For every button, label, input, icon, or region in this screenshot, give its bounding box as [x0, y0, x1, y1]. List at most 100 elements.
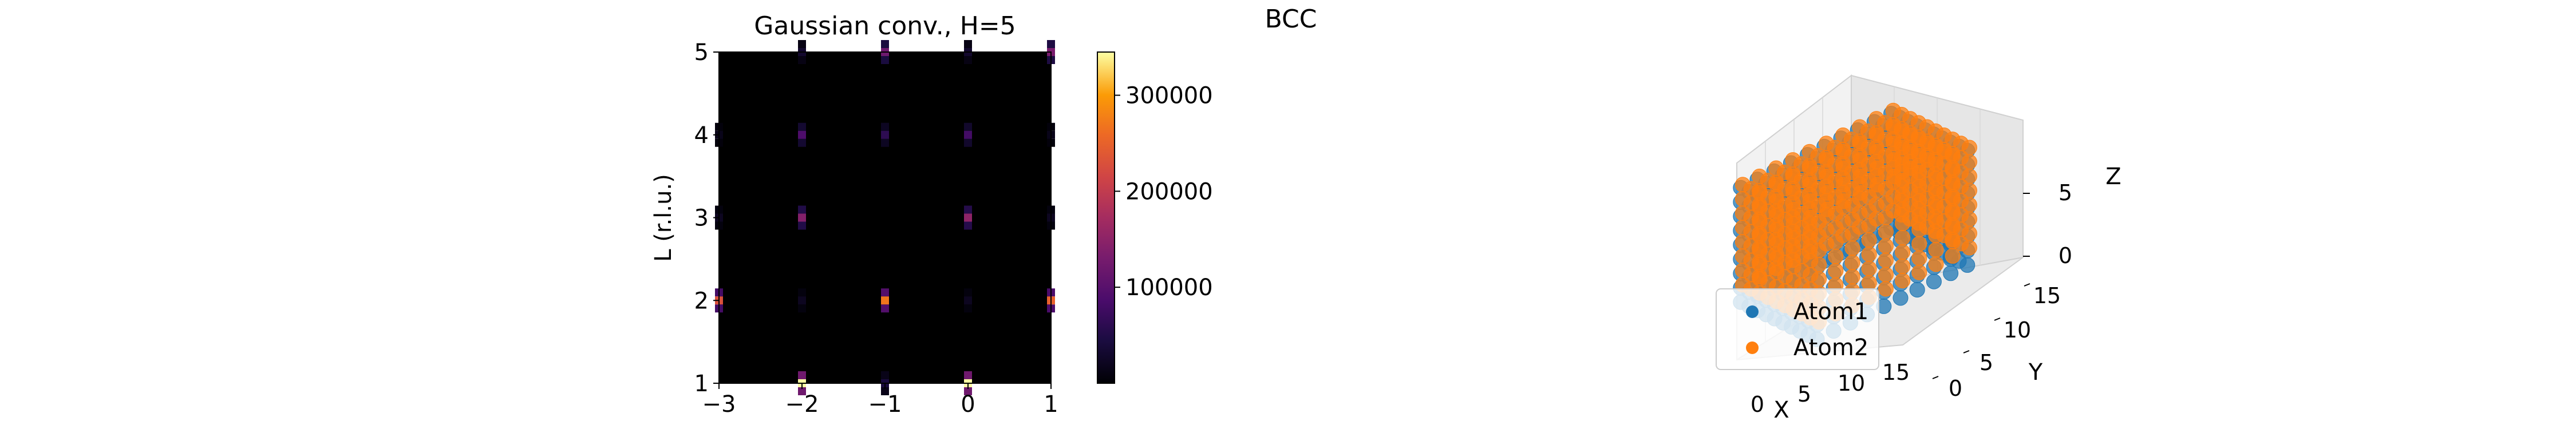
- atom-point: [1868, 140, 1884, 156]
- heatmap-peak-halo: [798, 371, 806, 379]
- atom-point: [1735, 248, 1751, 264]
- atom-point: [1844, 240, 1860, 256]
- atom-point: [1752, 182, 1768, 198]
- heatmap-x-tick-label: −3: [702, 391, 736, 418]
- atom-point: [1818, 221, 1834, 237]
- heatmap-peak-halo: [798, 304, 806, 313]
- atom-point: [1752, 197, 1768, 213]
- atom-point: [1735, 263, 1751, 279]
- atom-point: [1835, 170, 1851, 186]
- atom-point: [1801, 172, 1818, 188]
- atom-point: [1893, 290, 1909, 306]
- heatmap-plot-area: [719, 52, 1051, 383]
- atom-point: [1878, 281, 1894, 297]
- heatmap-peak-halo: [964, 371, 972, 379]
- heatmap-ylabel: L (r.l.u.): [650, 174, 677, 262]
- legend-label-atom2: Atom2: [1793, 335, 1868, 361]
- atom-point: [1835, 213, 1851, 229]
- atom-point: [1785, 209, 1801, 225]
- atom-point: [1768, 160, 1784, 176]
- atom-point: [1868, 182, 1884, 198]
- heatmap-peak-halo: [798, 221, 806, 230]
- atom-point: [1861, 232, 1877, 248]
- heatmap-peak: [798, 130, 806, 139]
- atom-point: [1852, 219, 1868, 235]
- atom-point: [1818, 193, 1834, 209]
- atom-point: [1785, 195, 1801, 211]
- atom-point: [1752, 240, 1768, 256]
- atom-point: [1928, 242, 1944, 258]
- heatmap-peak-halo: [881, 56, 889, 64]
- atom-point: [1844, 269, 1860, 285]
- atom-point: [1878, 224, 1894, 240]
- heatmap-y-tick-label: 5: [694, 39, 709, 66]
- heatmap-peak: [964, 213, 972, 222]
- atom-point: [1835, 227, 1851, 243]
- atom-point: [1861, 260, 1877, 276]
- atom-point: [1835, 184, 1851, 200]
- heatmap-peak-halo: [881, 138, 889, 147]
- atom-point: [1878, 252, 1894, 268]
- atom-point: [1785, 238, 1801, 254]
- heatmap-y-tick-label: 2: [694, 288, 709, 314]
- atom-point: [1885, 202, 1901, 219]
- y-axis-tick-mark: [1994, 317, 2001, 321]
- atom-point: [1943, 265, 1959, 281]
- atom-point: [1828, 248, 1844, 264]
- atom-point: [1911, 264, 1927, 280]
- atom-point: [1835, 198, 1851, 214]
- z-axis-tick-label: 5: [2059, 180, 2072, 205]
- atom-point: [1895, 244, 1911, 260]
- atom-point: [1885, 174, 1901, 190]
- heatmap-peak-halo: [964, 288, 972, 297]
- heatmap-peak-halo: [964, 304, 972, 313]
- legend: Atom1 Atom2: [1716, 288, 1879, 370]
- atom-point: [1852, 119, 1868, 135]
- heatmap-peak-halo: [964, 56, 972, 64]
- legend-label-atom1: Atom1: [1793, 299, 1868, 325]
- atom-point: [1818, 150, 1834, 166]
- atom-point: [1868, 111, 1884, 127]
- atom-point: [1868, 197, 1884, 213]
- atom-point: [1945, 248, 1961, 264]
- atom-point: [1878, 238, 1894, 254]
- atom-point: [1895, 259, 1911, 275]
- atom-point: [1861, 275, 1877, 291]
- atom-point: [1818, 164, 1834, 180]
- atom-point: [1752, 168, 1768, 184]
- atom-point: [1768, 203, 1784, 219]
- atom-point: [1878, 267, 1894, 283]
- colorbar-tick-label: 300000: [1125, 83, 1213, 109]
- heatmap-y-ticks: 1 2 3 4 5: [694, 39, 719, 397]
- atom-point: [1818, 236, 1834, 252]
- heatmap-peak-halo: [881, 304, 889, 313]
- colorbar-ticks: 100000 200000 300000: [1115, 83, 1213, 301]
- atom-point: [1835, 127, 1851, 143]
- atom-point: [1735, 220, 1751, 236]
- heatmap-peak-halo: [798, 387, 806, 395]
- y-axis-tick-label: 15: [2033, 283, 2061, 308]
- atom-point: [1801, 215, 1818, 231]
- heatmap-x-tick-label: 1: [1044, 391, 1058, 418]
- atom-point: [1818, 136, 1834, 152]
- atom-point: [1801, 186, 1818, 202]
- heatmap-x-tick-label: −1: [868, 391, 902, 418]
- figure-suptitle: BCC: [1265, 5, 1317, 34]
- atom-point: [1785, 224, 1801, 240]
- heatmap-x-tick-label: −2: [785, 391, 819, 418]
- atom-point: [1909, 282, 1925, 298]
- y-axis-tick-mark: [1932, 376, 1939, 379]
- atom-point: [1801, 229, 1818, 245]
- atom-point: [1768, 189, 1784, 205]
- atom-point: [1801, 244, 1818, 260]
- atom-point: [1852, 190, 1868, 206]
- atom-point: [1785, 166, 1801, 182]
- heatmap-peak-halo: [798, 40, 806, 48]
- atom-point: [1801, 144, 1818, 160]
- atom-point: [1928, 256, 1944, 272]
- heatmap-peak: [964, 296, 972, 305]
- heatmap-y-tick-label: 1: [694, 371, 709, 397]
- atom-point: [1735, 191, 1751, 207]
